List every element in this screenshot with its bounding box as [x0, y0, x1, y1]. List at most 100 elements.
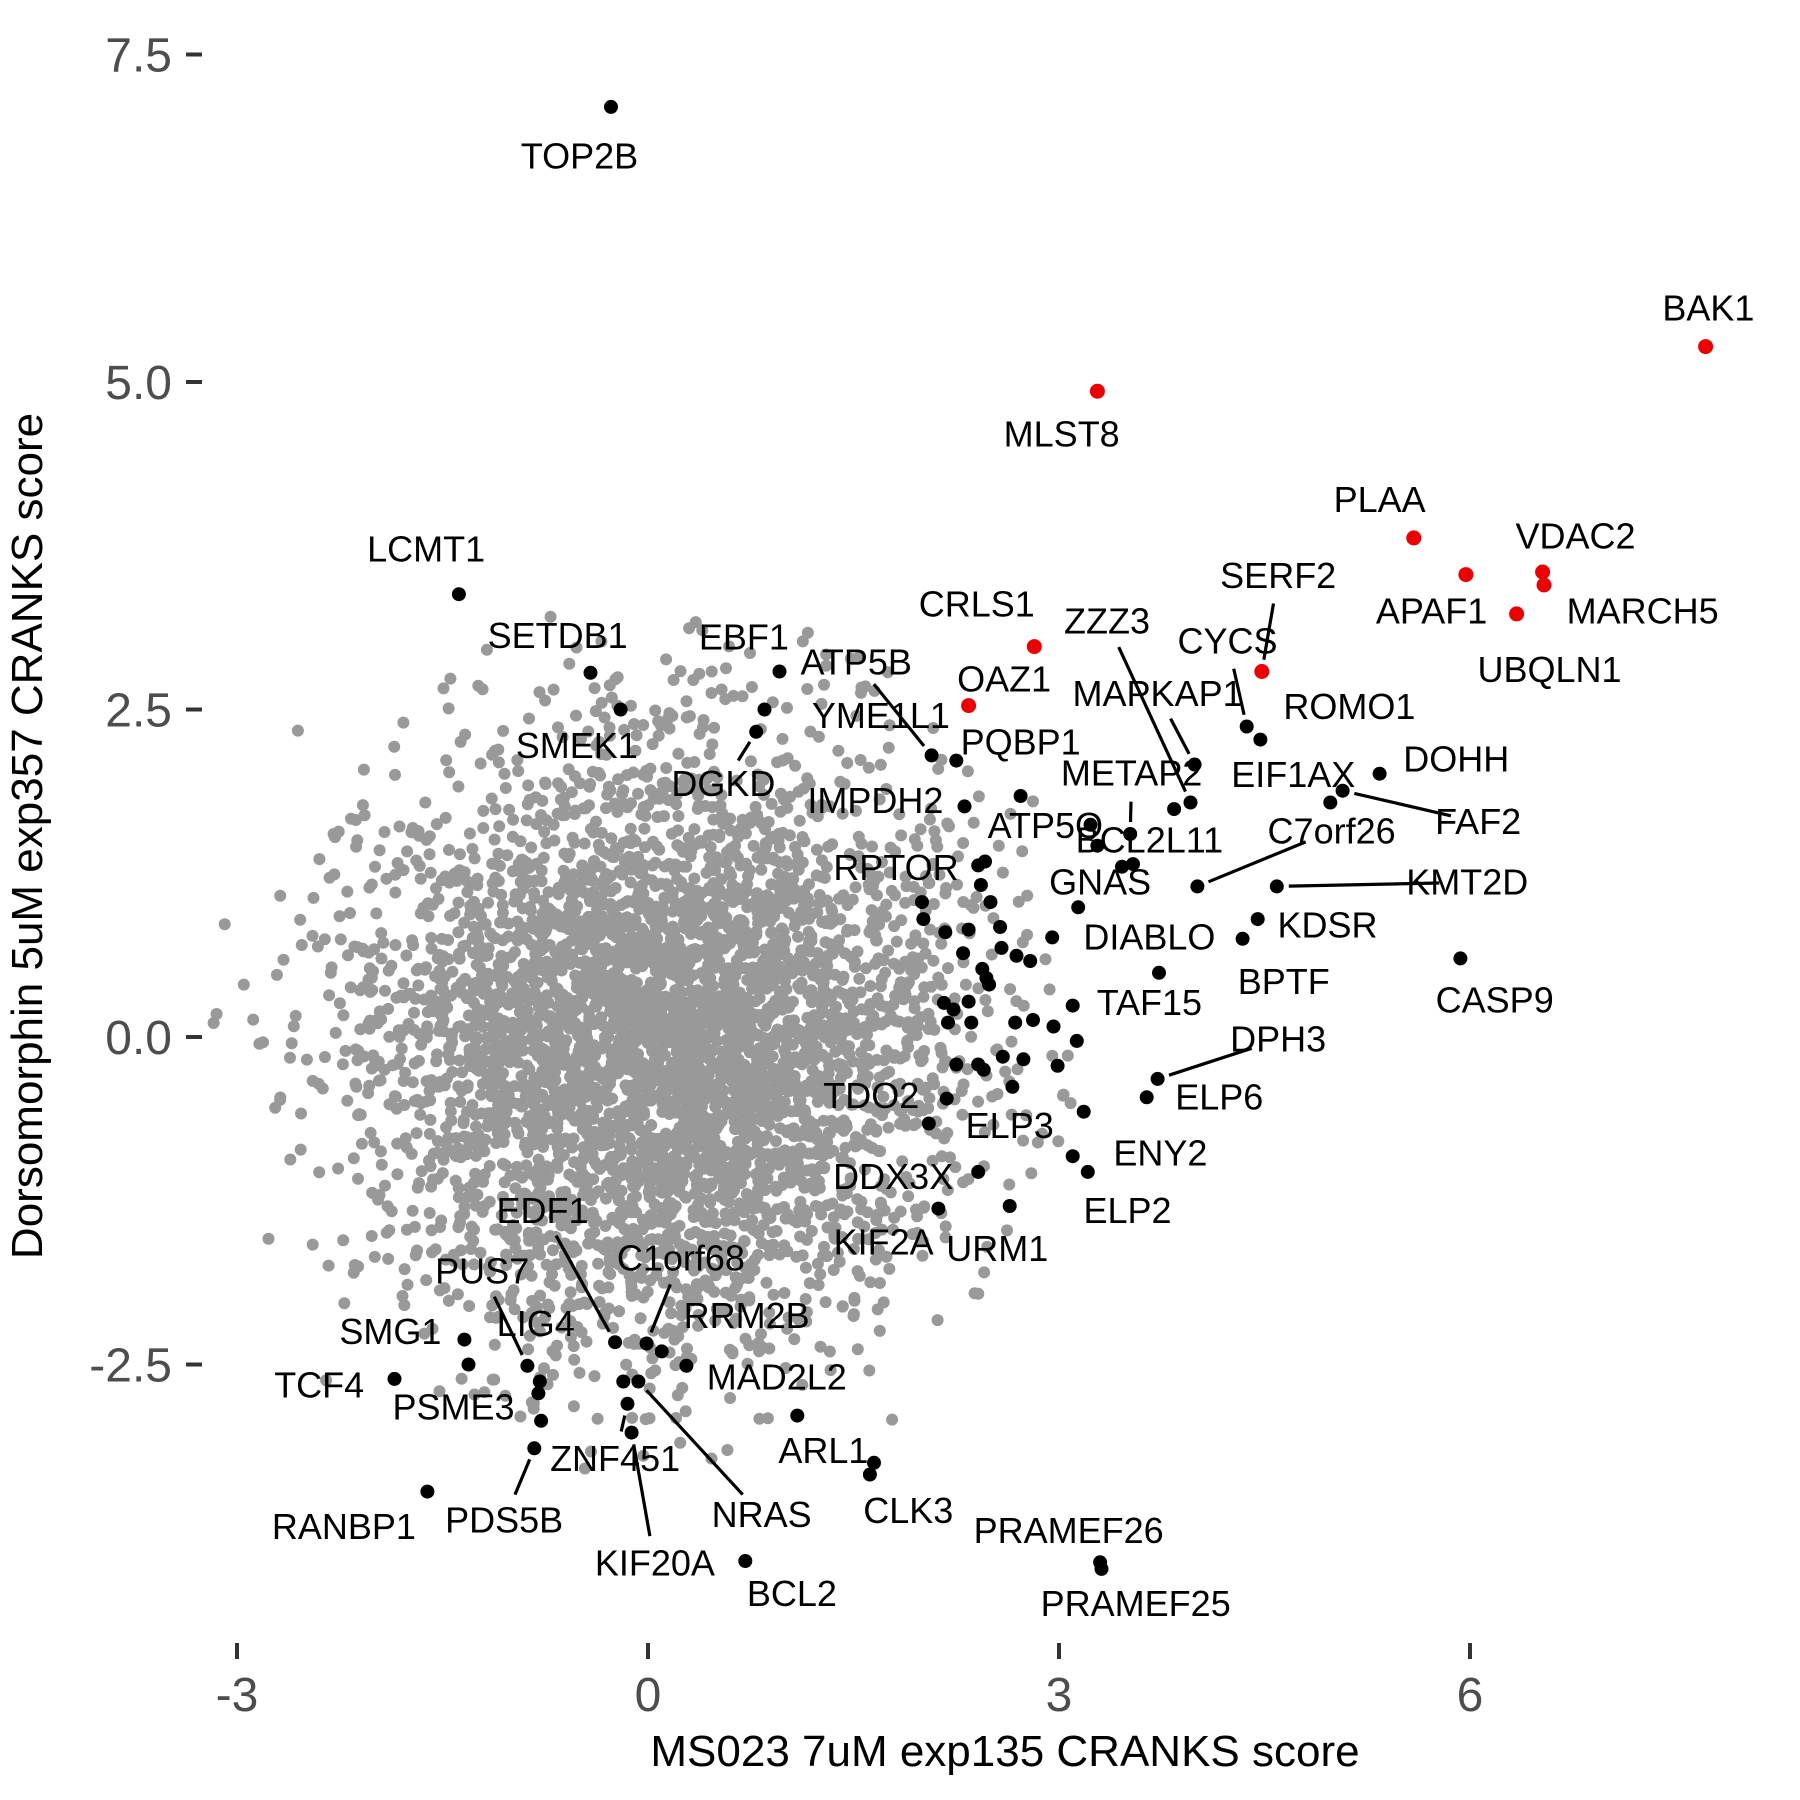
- gray-point: [799, 1261, 812, 1274]
- gray-point: [557, 881, 570, 894]
- gray-point: [697, 714, 710, 726]
- gray-point: [871, 1303, 884, 1316]
- black-point: [1008, 1015, 1023, 1030]
- gene-label-MARCH5: MARCH5: [1567, 590, 1719, 631]
- gray-point: [673, 1219, 686, 1232]
- gray-point: [516, 1044, 529, 1057]
- gray-point: [629, 835, 642, 848]
- gene-point-C7orf26: [1190, 879, 1205, 894]
- gray-point: [779, 1212, 792, 1225]
- gray-point: [817, 1149, 830, 1162]
- gray-point: [546, 1244, 559, 1257]
- gray-point: [805, 996, 818, 1009]
- gray-point: [425, 1224, 438, 1237]
- gray-point: [702, 784, 715, 797]
- gray-point: [821, 1221, 834, 1234]
- gray-point: [294, 913, 307, 926]
- gray-point: [603, 1063, 616, 1076]
- gray-point: [448, 1254, 460, 1267]
- gray-point: [577, 1141, 590, 1154]
- gray-point: [542, 1169, 555, 1182]
- gray-point: [912, 1020, 924, 1033]
- gray-point: [379, 984, 391, 997]
- gray-point: [702, 1077, 715, 1090]
- gray-point: [801, 683, 814, 695]
- gray-point: [1011, 1063, 1024, 1076]
- gray-point: [685, 1005, 698, 1018]
- gray-point: [571, 1029, 584, 1042]
- black-point: [1167, 802, 1182, 817]
- gray-point: [957, 837, 970, 849]
- gray-point: [454, 1095, 467, 1108]
- gray-point: [628, 1036, 641, 1049]
- gray-point: [933, 868, 946, 881]
- gray-point: [538, 1362, 550, 1375]
- gray-point: [620, 1358, 633, 1371]
- gray-point: [736, 1019, 749, 1032]
- gray-point: [516, 967, 529, 980]
- gene-point-RANBP1: [420, 1484, 435, 1499]
- gray-point: [494, 1072, 507, 1084]
- gray-point: [400, 1223, 413, 1236]
- gray-point: [472, 1013, 485, 1026]
- gray-point: [636, 1239, 649, 1251]
- gray-point: [554, 920, 567, 933]
- gray-point: [778, 937, 791, 949]
- gene-point-KDSR: [1250, 912, 1265, 927]
- gray-point: [698, 1153, 711, 1166]
- gray-point: [598, 711, 611, 724]
- gray-point: [437, 682, 450, 695]
- gray-point: [412, 962, 425, 975]
- gray-point: [544, 1047, 557, 1060]
- gray-point: [371, 1014, 383, 1027]
- y-tick-label: 7.5: [105, 30, 172, 83]
- gray-point: [870, 912, 882, 924]
- gray-point: [584, 778, 597, 790]
- gray-point: [393, 820, 406, 833]
- gene-point-MLST8: [1089, 383, 1105, 399]
- gray-point: [838, 1043, 851, 1056]
- gray-point: [616, 1044, 629, 1057]
- gray-point: [827, 1264, 840, 1276]
- gray-point: [545, 974, 558, 987]
- gray-point: [683, 622, 696, 635]
- gray-point: [540, 1113, 553, 1126]
- x-tick-label: -3: [216, 1669, 259, 1722]
- gene-label-MAPKAP1: MAPKAP1: [1073, 673, 1243, 714]
- gray-point: [766, 926, 778, 939]
- gray-point: [883, 1262, 896, 1275]
- gray-point: [635, 1009, 648, 1022]
- gray-point: [743, 864, 756, 877]
- gray-point: [356, 799, 369, 812]
- gray-point: [342, 949, 354, 962]
- gray-point: [927, 954, 940, 967]
- x-tick-label: 0: [635, 1669, 662, 1722]
- gray-point: [815, 1208, 828, 1221]
- gray-point: [736, 690, 749, 703]
- gray-point: [820, 648, 833, 661]
- gray-point: [787, 1025, 800, 1038]
- gray-point: [463, 1300, 476, 1312]
- gray-point: [369, 860, 381, 873]
- gray-point: [499, 1080, 512, 1093]
- gray-point: [639, 1413, 652, 1426]
- gray-point: [749, 1112, 762, 1125]
- gray-point: [761, 1412, 774, 1425]
- gray-point: [896, 1102, 909, 1115]
- gray-point: [873, 1324, 886, 1337]
- gray-point: [567, 1061, 580, 1074]
- gray-point: [561, 1219, 574, 1232]
- gray-point: [909, 929, 922, 942]
- gray-point: [789, 759, 802, 772]
- gray-point: [354, 1023, 367, 1036]
- gene-point-BCL2L11: [1126, 857, 1140, 872]
- gray-point: [666, 905, 679, 918]
- gray-point: [955, 1085, 968, 1097]
- gray-point: [899, 896, 912, 909]
- gray-point: [586, 765, 599, 778]
- gray-point: [547, 1368, 559, 1381]
- gray-point: [817, 895, 830, 908]
- gray-point: [490, 1137, 503, 1149]
- gray-point: [247, 1013, 260, 1026]
